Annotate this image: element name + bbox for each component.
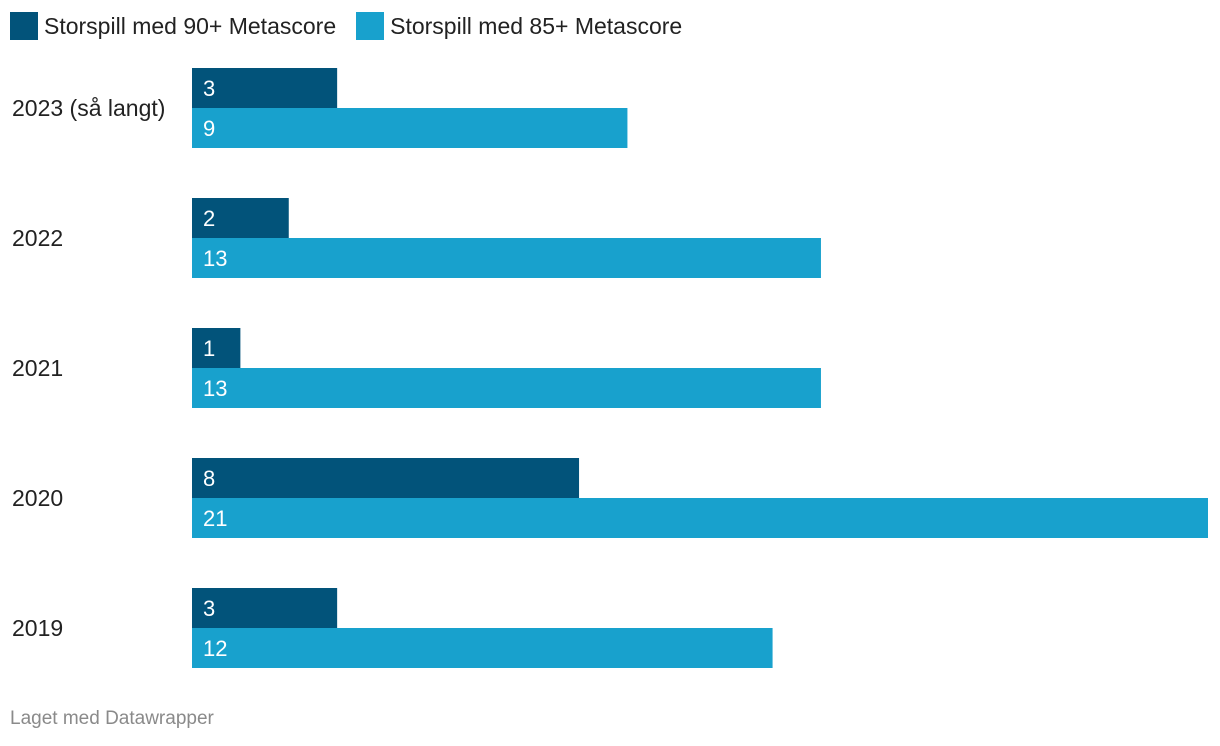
- legend-label-series-2: Storspill med 85+ Metascore: [390, 13, 683, 39]
- bar-series-1: [192, 68, 338, 108]
- bar-series-2: [192, 628, 773, 668]
- bar-value-label: 8: [203, 466, 215, 491]
- bar-series-1: [192, 458, 580, 498]
- bar-value-label: 3: [203, 596, 215, 621]
- bar-value-label: 2: [203, 206, 215, 231]
- category-label: 2023 (så langt): [12, 95, 165, 121]
- bar-value-label: 3: [203, 76, 215, 101]
- bar-value-label: 13: [203, 246, 227, 271]
- bar-value-label: 12: [203, 636, 227, 661]
- legend-item-series-2: Storspill med 85+ Metascore: [356, 12, 682, 40]
- legend-swatch-series-1: [10, 12, 38, 40]
- bar-value-label: 1: [203, 336, 215, 361]
- category-label: 2022: [12, 225, 63, 251]
- bar-series-1: [192, 198, 289, 238]
- category-label: 2019: [12, 615, 63, 641]
- credit-text: Laget med Datawrapper: [10, 708, 214, 729]
- bar-series-1: [192, 328, 241, 368]
- bar-series-2: [192, 108, 628, 148]
- bar-series-2: [192, 498, 1208, 538]
- legend: Storspill med 90+ Metascore Storspill me…: [10, 12, 702, 40]
- bar-value-label: 21: [203, 506, 227, 531]
- bar-value-label: 13: [203, 376, 227, 401]
- category-label: 2020: [12, 485, 63, 511]
- legend-swatch-series-2: [356, 12, 385, 40]
- bar-series-1: [192, 588, 338, 628]
- legend-item-series-1: Storspill med 90+ Metascore: [10, 12, 336, 40]
- bar-value-label: 9: [203, 116, 215, 141]
- bar-series-2: [192, 238, 821, 278]
- category-label: 2021: [12, 355, 63, 381]
- legend-label-series-1: Storspill med 90+ Metascore: [44, 13, 337, 39]
- bar-series-2: [192, 368, 821, 408]
